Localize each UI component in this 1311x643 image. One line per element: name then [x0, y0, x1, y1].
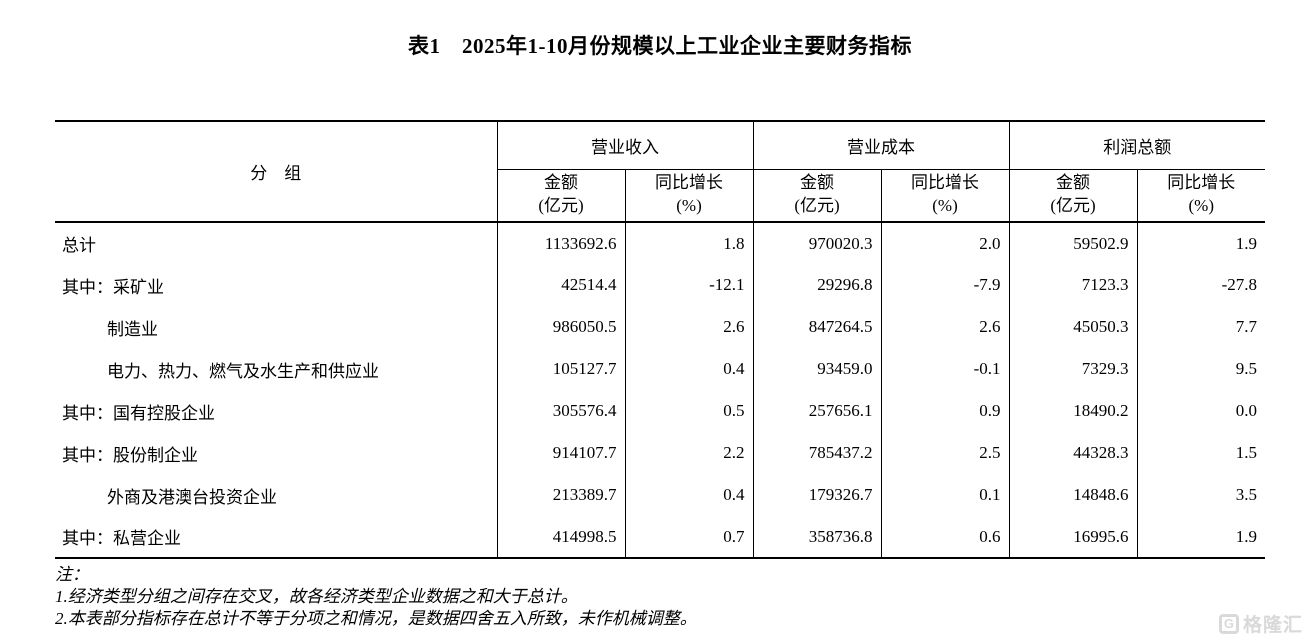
revenue-amount-cell: 914107.7: [496, 432, 625, 474]
footnote-heading: 注：: [55, 565, 89, 584]
cost-amount-cell: 847264.5: [752, 306, 881, 348]
revenue-amount-cell: 42514.4: [496, 264, 625, 306]
growth-label: 同比增长: [1167, 173, 1236, 193]
cost-growth-cell: -7.9: [880, 264, 1009, 306]
cost-growth-cell: 2.5: [880, 432, 1009, 474]
amount-label: 金额: [800, 173, 834, 193]
cost-growth-cell: -0.1: [880, 348, 1009, 390]
row-label: 制造业: [107, 319, 158, 339]
profit-amount-cell: 7123.3: [1008, 264, 1137, 306]
table-row: 其中：采矿业 42514.4 -12.1 29296.8 -7.9 7123.3…: [55, 264, 1265, 306]
row-label: 其中：股份制企业: [62, 445, 198, 465]
profit-amount-cell: 44328.3: [1008, 432, 1137, 474]
header-profit-growth: 同比增长 (%): [1136, 169, 1265, 223]
table-body: 总计 1133692.6 1.8 970020.3 2.0 59502.9 1.…: [55, 222, 1265, 558]
table-row: 其中：私营企业 414998.5 0.7 358736.8 0.6 16995.…: [55, 516, 1265, 558]
growth-label: 同比增长: [911, 173, 979, 193]
revenue-amount-cell: 213389.7: [496, 474, 625, 516]
header-group-column: 分 组: [55, 121, 497, 223]
cost-amount-cell: 785437.2: [752, 432, 881, 474]
profit-amount-cell: 59502.9: [1008, 222, 1137, 264]
cost-growth-cell: 0.1: [880, 474, 1009, 516]
header-revenue-growth: 同比增长 (%): [624, 169, 753, 223]
revenue-growth-cell: 2.2: [624, 432, 753, 474]
table-row: 外商及港澳台投资企业 213389.7 0.4 179326.7 0.1 148…: [55, 474, 1265, 516]
header-cost-growth: 同比增长 (%): [880, 169, 1009, 223]
revenue-growth-cell: 1.8: [624, 222, 753, 264]
revenue-amount-cell: 305576.4: [496, 390, 625, 432]
profit-growth-cell: 1.5: [1136, 432, 1265, 474]
row-label: 其中：私营企业: [62, 529, 181, 548]
revenue-growth-cell: 0.5: [624, 390, 753, 432]
gelonghui-logo-icon: G: [1218, 613, 1239, 634]
profit-growth-cell: 1.9: [1136, 222, 1265, 264]
footnote-line: 2.本表部分指标存在总计不等于分项之和情况，是数据四舍五入所致，未作机械调整。: [55, 609, 697, 628]
cost-amount-cell: 358736.8: [752, 516, 881, 558]
table-row: 总计 1133692.6 1.8 970020.3 2.0 59502.9 1.…: [55, 222, 1265, 264]
profit-growth-cell: 3.5: [1136, 474, 1265, 516]
revenue-amount-cell: 986050.5: [496, 306, 625, 348]
row-label: 外商及港澳台投资企业: [107, 487, 277, 507]
revenue-growth-cell: -12.1: [624, 264, 753, 306]
profit-amount-cell: 7329.3: [1008, 348, 1137, 390]
cost-growth-cell: 2.0: [880, 222, 1009, 264]
cost-growth-cell: 0.9: [880, 390, 1009, 432]
amount-unit: (亿元): [538, 196, 584, 216]
revenue-amount-cell: 1133692.6: [496, 222, 625, 264]
row-label: 总计: [62, 236, 96, 255]
table-row: 其中：国有控股企业 305576.4 0.5 257656.1 0.9 1849…: [55, 390, 1265, 432]
watermark-text: 格隆汇: [1242, 615, 1303, 636]
revenue-growth-cell: 2.6: [624, 306, 753, 348]
cost-amount-cell: 93459.0: [752, 348, 881, 390]
gelonghui-watermark: G 格隆汇: [1218, 610, 1303, 637]
profit-amount-cell: 14848.6: [1008, 474, 1137, 516]
profit-growth-cell: 7.7: [1136, 306, 1265, 348]
profit-growth-cell: 0.0: [1136, 390, 1265, 432]
revenue-growth-cell: 0.4: [624, 348, 753, 390]
revenue-amount-cell: 105127.7: [496, 348, 625, 390]
header-revenue-amount: 金额 (亿元): [496, 169, 625, 223]
table-row: 制造业 986050.5 2.6 847264.5 2.6 45050.3 7.…: [55, 306, 1265, 348]
row-label: 其中：国有控股企业: [62, 403, 215, 423]
cost-amount-cell: 179326.7: [752, 474, 881, 516]
row-label: 电力、热力、燃气及水生产和供应业: [107, 361, 379, 381]
table-row: 其中：股份制企业 914107.7 2.2 785437.2 2.5 44328…: [55, 432, 1265, 474]
amount-unit: (亿元): [794, 196, 840, 216]
cost-growth-cell: 0.6: [880, 516, 1009, 558]
header-total-profit: 利润总额: [1008, 121, 1265, 170]
profit-amount-cell: 16995.6: [1008, 516, 1137, 558]
growth-label: 同比增长: [655, 173, 723, 193]
row-label: 其中：采矿业: [62, 277, 164, 297]
amount-label: 金额: [1056, 173, 1090, 193]
growth-unit: (%): [932, 196, 958, 216]
header-cost-amount: 金额 (亿元): [752, 169, 881, 223]
revenue-amount-cell: 414998.5: [496, 516, 625, 558]
profit-amount-cell: 18490.2: [1008, 390, 1137, 432]
cost-amount-cell: 257656.1: [752, 390, 881, 432]
table-row: 电力、热力、燃气及水生产和供应业 105127.7 0.4 93459.0 -0…: [55, 348, 1265, 390]
revenue-growth-cell: 0.7: [624, 516, 753, 558]
cost-growth-cell: 2.6: [880, 306, 1009, 348]
financial-indicators-table: 分 组 营业收入 营业成本 利润总额 金额 (亿元) 同比增长 (%) 金额 (…: [55, 120, 1265, 559]
growth-unit: (%): [1188, 196, 1214, 216]
header-operating-revenue: 营业收入: [496, 121, 753, 170]
cost-amount-cell: 29296.8: [752, 264, 881, 306]
profit-growth-cell: 9.5: [1136, 348, 1265, 390]
profit-amount-cell: 45050.3: [1008, 306, 1137, 348]
table-header: 分 组 营业收入 营业成本 利润总额 金额 (亿元) 同比增长 (%) 金额 (…: [55, 121, 1265, 223]
profit-growth-cell: -27.8: [1136, 264, 1265, 306]
amount-label: 金额: [544, 173, 578, 193]
footnotes: 注： 1.经济类型分组之间存在交叉，故各经济类型企业数据之和大于总计。 2.本表…: [55, 564, 1311, 630]
header-operating-cost: 营业成本: [752, 121, 1009, 170]
header-profit-amount: 金额 (亿元): [1008, 169, 1137, 223]
table-title: 表1 2025年1-10月份规模以上工业企业主要财务指标: [408, 34, 912, 58]
profit-growth-cell: 1.9: [1136, 516, 1265, 558]
amount-unit: (亿元): [1050, 196, 1096, 216]
cost-amount-cell: 970020.3: [752, 222, 881, 264]
footnote-line: 1.经济类型分组之间存在交叉，故各经济类型企业数据之和大于总计。: [55, 587, 578, 606]
revenue-growth-cell: 0.4: [624, 474, 753, 516]
growth-unit: (%): [676, 196, 702, 216]
